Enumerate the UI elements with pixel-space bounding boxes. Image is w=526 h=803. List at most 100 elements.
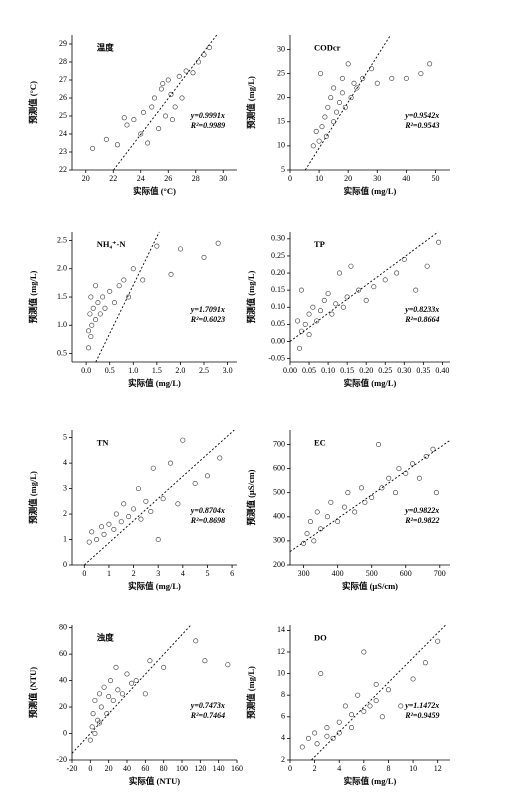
point [172, 104, 178, 110]
y-tick-label: 22 [59, 165, 67, 174]
x-tick-label: 3 [156, 569, 160, 578]
point [339, 75, 345, 81]
x-tick-label: 30 [373, 174, 381, 183]
equation: y=1.7091x [190, 305, 225, 314]
point [325, 104, 331, 110]
x-tick-label: 0 [288, 764, 292, 773]
point [175, 501, 181, 507]
point [348, 263, 354, 269]
point [90, 305, 96, 311]
point [97, 691, 103, 697]
point [349, 725, 355, 731]
point [88, 334, 94, 340]
panel: 0 1 2 3 4 5 6 0 1 2 3 4 5 实际值 (mg/L) 预测值 (mg/L) TN y=0.8… [28, 429, 237, 591]
point [314, 318, 320, 324]
y-tick-label: 6 [281, 712, 285, 721]
point [335, 519, 341, 525]
point [90, 711, 96, 717]
point [302, 321, 308, 327]
x-tick-label: 0 [288, 174, 292, 183]
point [155, 537, 161, 543]
equation: y=1.1472x [404, 701, 439, 710]
point [334, 109, 340, 115]
fit-line [95, 231, 160, 363]
x-tick-label: 40 [123, 764, 131, 773]
point [318, 526, 324, 532]
x-axis-label: 实际值 (°C) [133, 186, 176, 196]
point [310, 304, 316, 310]
y-tick-label: 4 [281, 733, 285, 742]
point [131, 506, 137, 512]
point [92, 697, 98, 703]
point [148, 509, 154, 515]
y-tick-label: 200 [273, 560, 285, 569]
x-axis-label: 实际值 (mg/L) [344, 378, 397, 388]
r-squared: R²=0.9459 [404, 711, 439, 720]
point [304, 531, 310, 537]
fit-line [84, 429, 235, 566]
point [183, 68, 189, 74]
y-tick-label: 24 [59, 129, 67, 138]
point [97, 311, 103, 317]
point [336, 100, 342, 106]
fit-line [113, 34, 218, 171]
point [321, 297, 327, 303]
y-tick-label: 2.0 [57, 264, 67, 273]
x-tick-label: 8 [386, 764, 390, 773]
y-tick-label: 0.20 [271, 268, 285, 277]
point [168, 271, 174, 277]
point [298, 328, 304, 334]
point [93, 283, 99, 289]
point [121, 115, 127, 121]
y-axis-label: 预测值 (mg/L) [28, 471, 38, 524]
point [379, 714, 385, 720]
point [386, 475, 392, 481]
x-tick-label: 5 [205, 569, 209, 578]
r-squared: R²=0.9543 [404, 121, 439, 130]
point [147, 658, 153, 664]
x-tick-label: 0.10 [321, 366, 335, 375]
point [345, 61, 351, 67]
x-tick-label: 2 [313, 764, 317, 773]
point [116, 283, 122, 289]
fit-line [289, 231, 439, 342]
x-tick-label: 60 [141, 764, 149, 773]
y-tick-label: 1.5 [57, 292, 67, 301]
point [317, 308, 323, 314]
point [331, 119, 337, 125]
equation: y=0.9822x [404, 506, 439, 515]
point [374, 80, 380, 86]
point [119, 691, 125, 697]
point [330, 735, 336, 741]
x-tick-label: 10 [315, 174, 323, 183]
point [215, 240, 221, 246]
x-tick-label: 3.0 [223, 366, 233, 375]
point [410, 461, 416, 467]
point [368, 66, 374, 72]
point [306, 311, 312, 317]
x-axis-label: 实际值 (mg/L) [344, 186, 397, 196]
point [339, 90, 345, 96]
point [95, 300, 101, 306]
point [373, 681, 379, 687]
point [403, 470, 409, 476]
x-tick-label: 2.5 [199, 366, 209, 375]
point [97, 720, 103, 726]
point [352, 509, 358, 515]
point [313, 128, 319, 134]
x-tick-label: 4 [337, 764, 341, 773]
x-tick-label: 12 [434, 764, 442, 773]
y-tick-label: 0.25 [271, 251, 285, 260]
y-tick-label: 3 [63, 483, 67, 492]
point [325, 291, 331, 297]
point [361, 649, 367, 655]
y-tick-label: 2 [63, 509, 67, 518]
x-tick-label: 1.5 [152, 366, 162, 375]
y-tick-label: 8 [281, 690, 285, 699]
point [341, 504, 347, 510]
point [141, 109, 147, 115]
point [101, 531, 107, 537]
x-tick-label: 0 [82, 569, 86, 578]
point [165, 77, 171, 83]
x-tick-label: 0.35 [416, 366, 430, 375]
